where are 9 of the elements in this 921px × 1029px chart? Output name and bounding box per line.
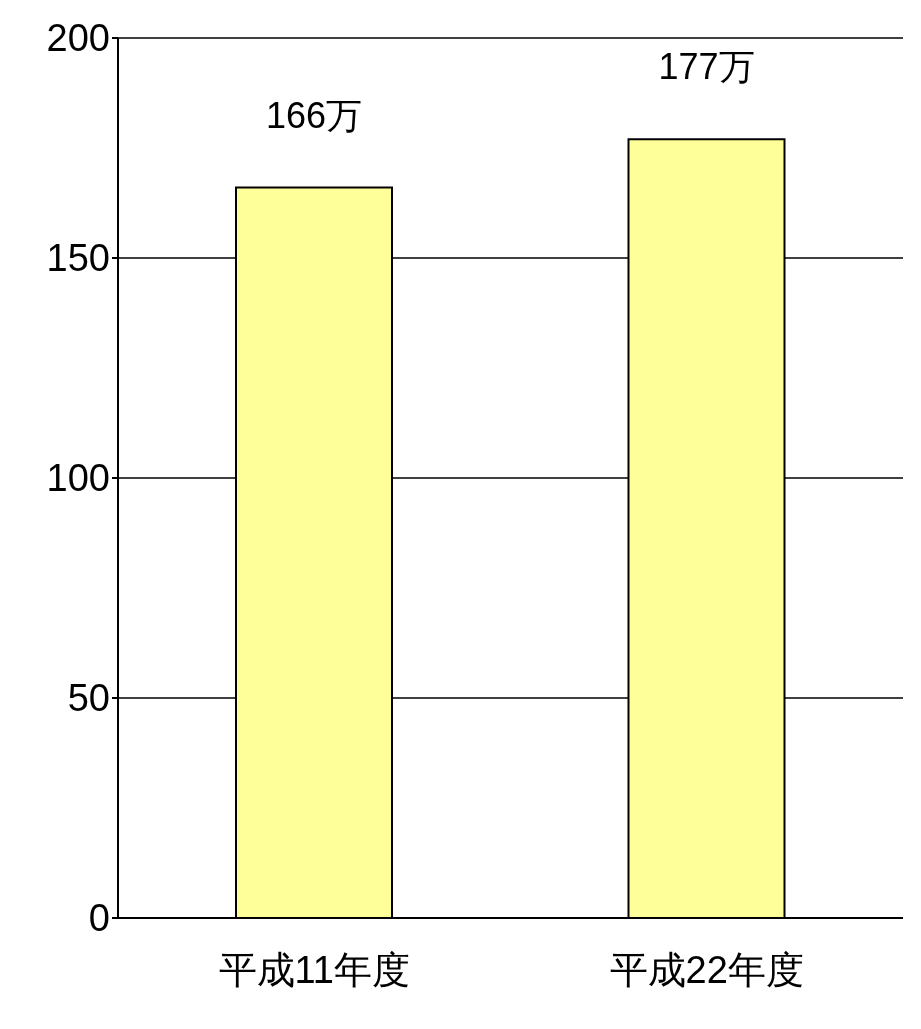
- y-tick-label: 200: [46, 17, 110, 60]
- y-tick-label: 50: [67, 677, 110, 720]
- data-label: 166万: [265, 94, 363, 136]
- x-tick-label: 平成22年度: [609, 948, 804, 991]
- y-tick-label: 100: [46, 457, 110, 500]
- data-label: 177万: [658, 46, 755, 88]
- y-tick-label: 150: [46, 237, 110, 280]
- y-tick-label: 0: [88, 897, 110, 940]
- x-tick-label: 平成11年度: [218, 948, 410, 991]
